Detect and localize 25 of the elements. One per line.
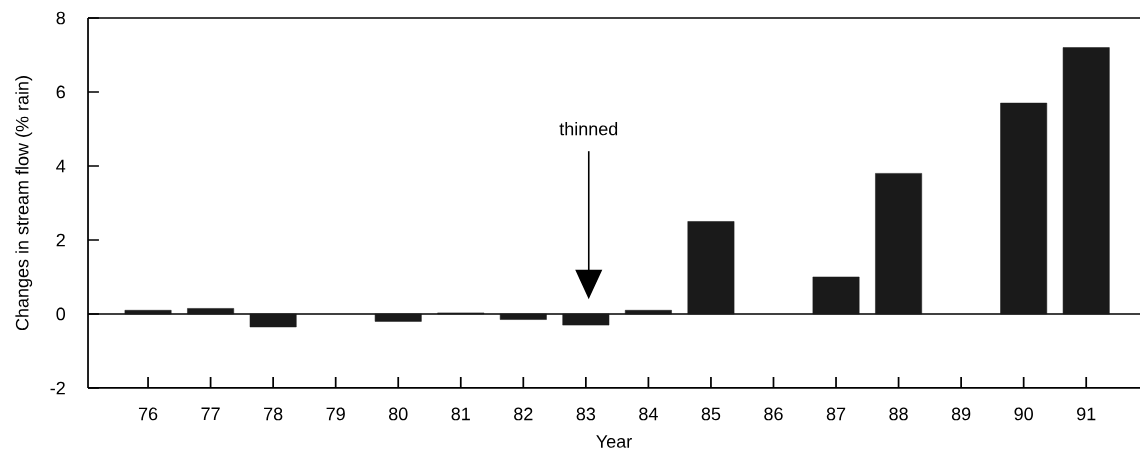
y-tick-label: -2	[50, 381, 65, 395]
x-tick-label: 79	[326, 407, 345, 421]
x-tick-label: 82	[514, 407, 533, 421]
x-tick-label: 89	[951, 407, 971, 421]
x-tick-label: 81	[451, 407, 470, 421]
x-tick-label: 80	[388, 407, 408, 421]
x-tick-label: 91	[1077, 407, 1096, 421]
x-tick-label: 83	[576, 407, 596, 421]
x-tick-label: 76	[138, 407, 158, 421]
x-tick-label: 86	[764, 407, 783, 421]
x-tick-label: 78	[264, 407, 283, 421]
y-tick-label: 4	[56, 159, 66, 173]
annotation: thinned	[559, 122, 618, 136]
x-tick-label: 85	[701, 407, 721, 421]
x-tick-label: 77	[201, 407, 220, 420]
x-tick-label: 90	[1014, 407, 1033, 421]
x-tick-label: 87	[826, 407, 846, 421]
y-tick-label: 2	[56, 233, 65, 247]
y-tick-label: 6	[56, 85, 65, 99]
y-tick-label: 8	[56, 11, 65, 25]
y-axis-title: Changes in stream flow (% rain)	[15, 76, 33, 331]
y-tick-label: 0	[56, 307, 66, 321]
x-tick-label: 84	[639, 407, 658, 421]
x-tick-label: 88	[889, 407, 908, 421]
x-axis-title: Year	[596, 435, 632, 448]
